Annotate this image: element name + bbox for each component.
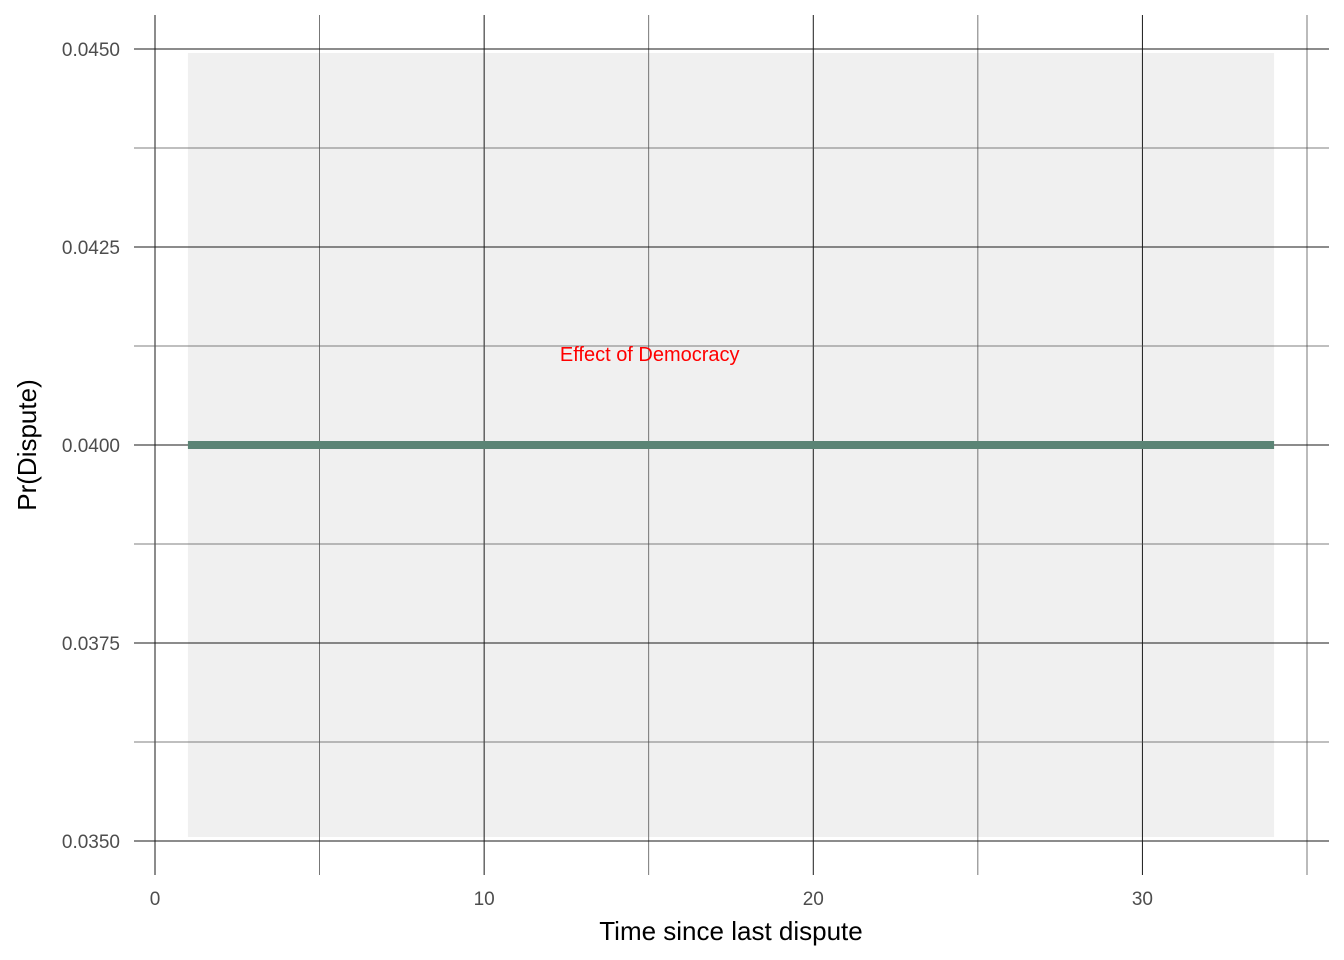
x-tick-labels: 0 10 20 30	[150, 889, 1153, 910]
y-tick-labels: 0.0350 0.0375 0.0400 0.0425 0.0450	[62, 40, 120, 853]
annotations: Effect of Democracy	[560, 344, 740, 366]
y-axis-title: Pr(Dispute)	[12, 379, 42, 510]
x-axis-title: Time since last dispute	[599, 916, 862, 946]
y-tick-label: 0.0350	[62, 832, 120, 853]
x-tick-label: 10	[474, 889, 495, 910]
x-tick-label: 30	[1132, 889, 1153, 910]
y-tick-label: 0.0375	[62, 634, 120, 655]
x-tick-label: 20	[803, 889, 824, 910]
annotation-label: Effect of Democracy	[560, 344, 740, 366]
y-tick-label: 0.0400	[62, 436, 120, 457]
y-tick-label: 0.0425	[62, 238, 120, 259]
x-tick-label: 0	[150, 889, 161, 910]
y-tick-label: 0.0450	[62, 40, 120, 61]
